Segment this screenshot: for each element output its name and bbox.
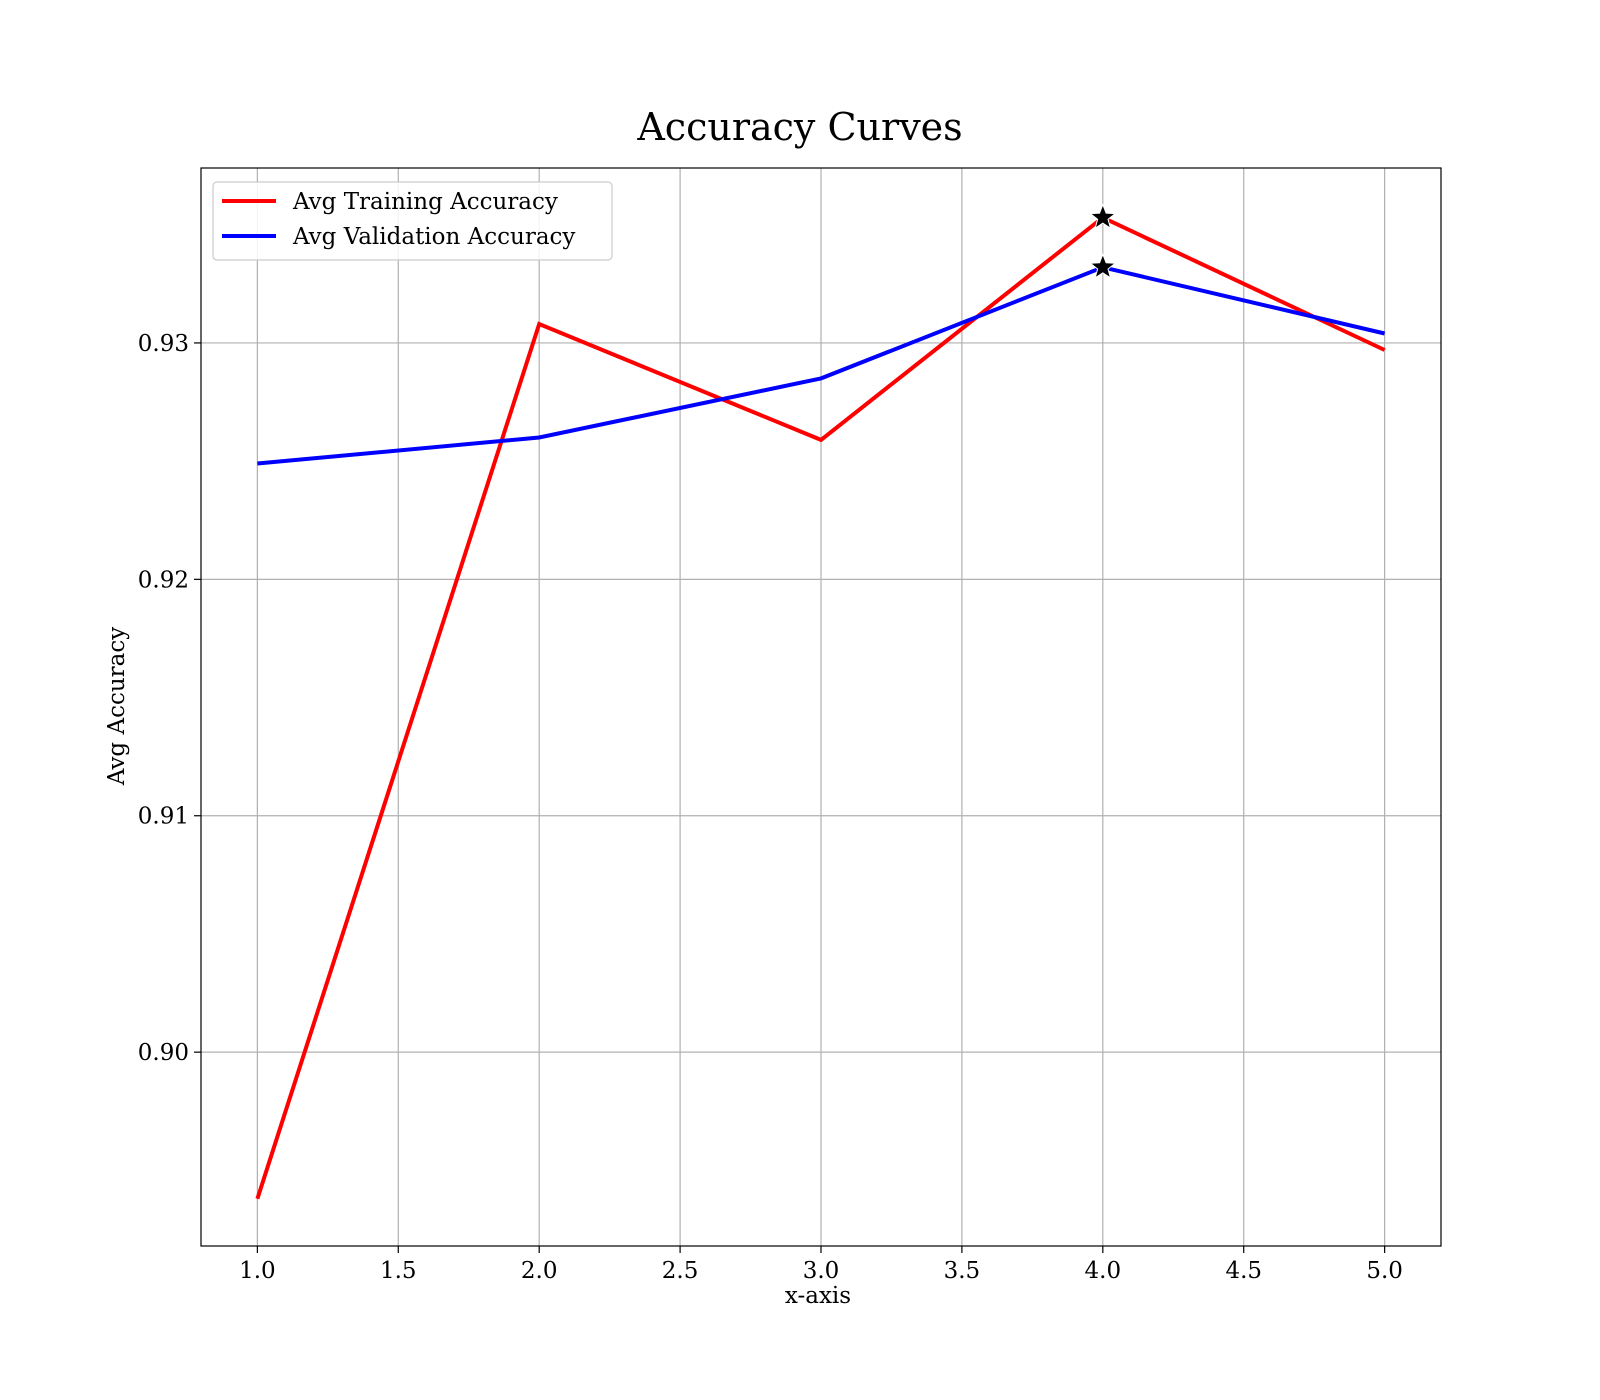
x-axis-label: x-axis (785, 1283, 851, 1309)
legend: Avg Training Accuracy Avg Validation Acc… (212, 181, 613, 261)
legend-box (212, 181, 613, 261)
y-axis-label: Avg Accuracy (104, 627, 130, 786)
star-icon (1089, 252, 1117, 279)
y-tick-label: 0.92 (138, 567, 189, 593)
legend-label-validation: Avg Validation Accuracy (292, 224, 575, 250)
y-tick-label: 0.91 (138, 804, 189, 830)
x-tick-label: 1.5 (380, 1258, 417, 1284)
legend-label-training: Avg Training Accuracy (292, 189, 558, 215)
x-tick-label: 4.0 (1085, 1258, 1122, 1284)
marker-layer (1089, 203, 1117, 279)
grid-layer (201, 168, 1441, 1246)
x-tick-label: 1.0 (239, 1258, 276, 1284)
x-tick-label: 3.5 (944, 1258, 981, 1284)
validation-accuracy-line (257, 265, 1386, 466)
x-tick-label: 5.0 (1366, 1258, 1403, 1284)
training-accuracy-line (255, 215, 1386, 1200)
chart-title: Accuracy Curves (636, 105, 962, 149)
x-tick-label: 2.5 (662, 1258, 699, 1284)
x-tick-label: 3.0 (803, 1258, 840, 1284)
x-tick-label: 4.5 (1225, 1258, 1262, 1284)
x-tick-label: 2.0 (521, 1258, 558, 1284)
series-layer (255, 215, 1386, 1200)
tick-layer: 1.0 1.5 2.0 2.5 3.0 3.5 4.0 4.5 5.0 0.90 0.91 0.92 0… (138, 331, 1403, 1284)
y-tick-label: 0.90 (138, 1040, 189, 1066)
star-icon (1089, 203, 1117, 230)
y-tick-label: 0.93 (138, 331, 189, 357)
